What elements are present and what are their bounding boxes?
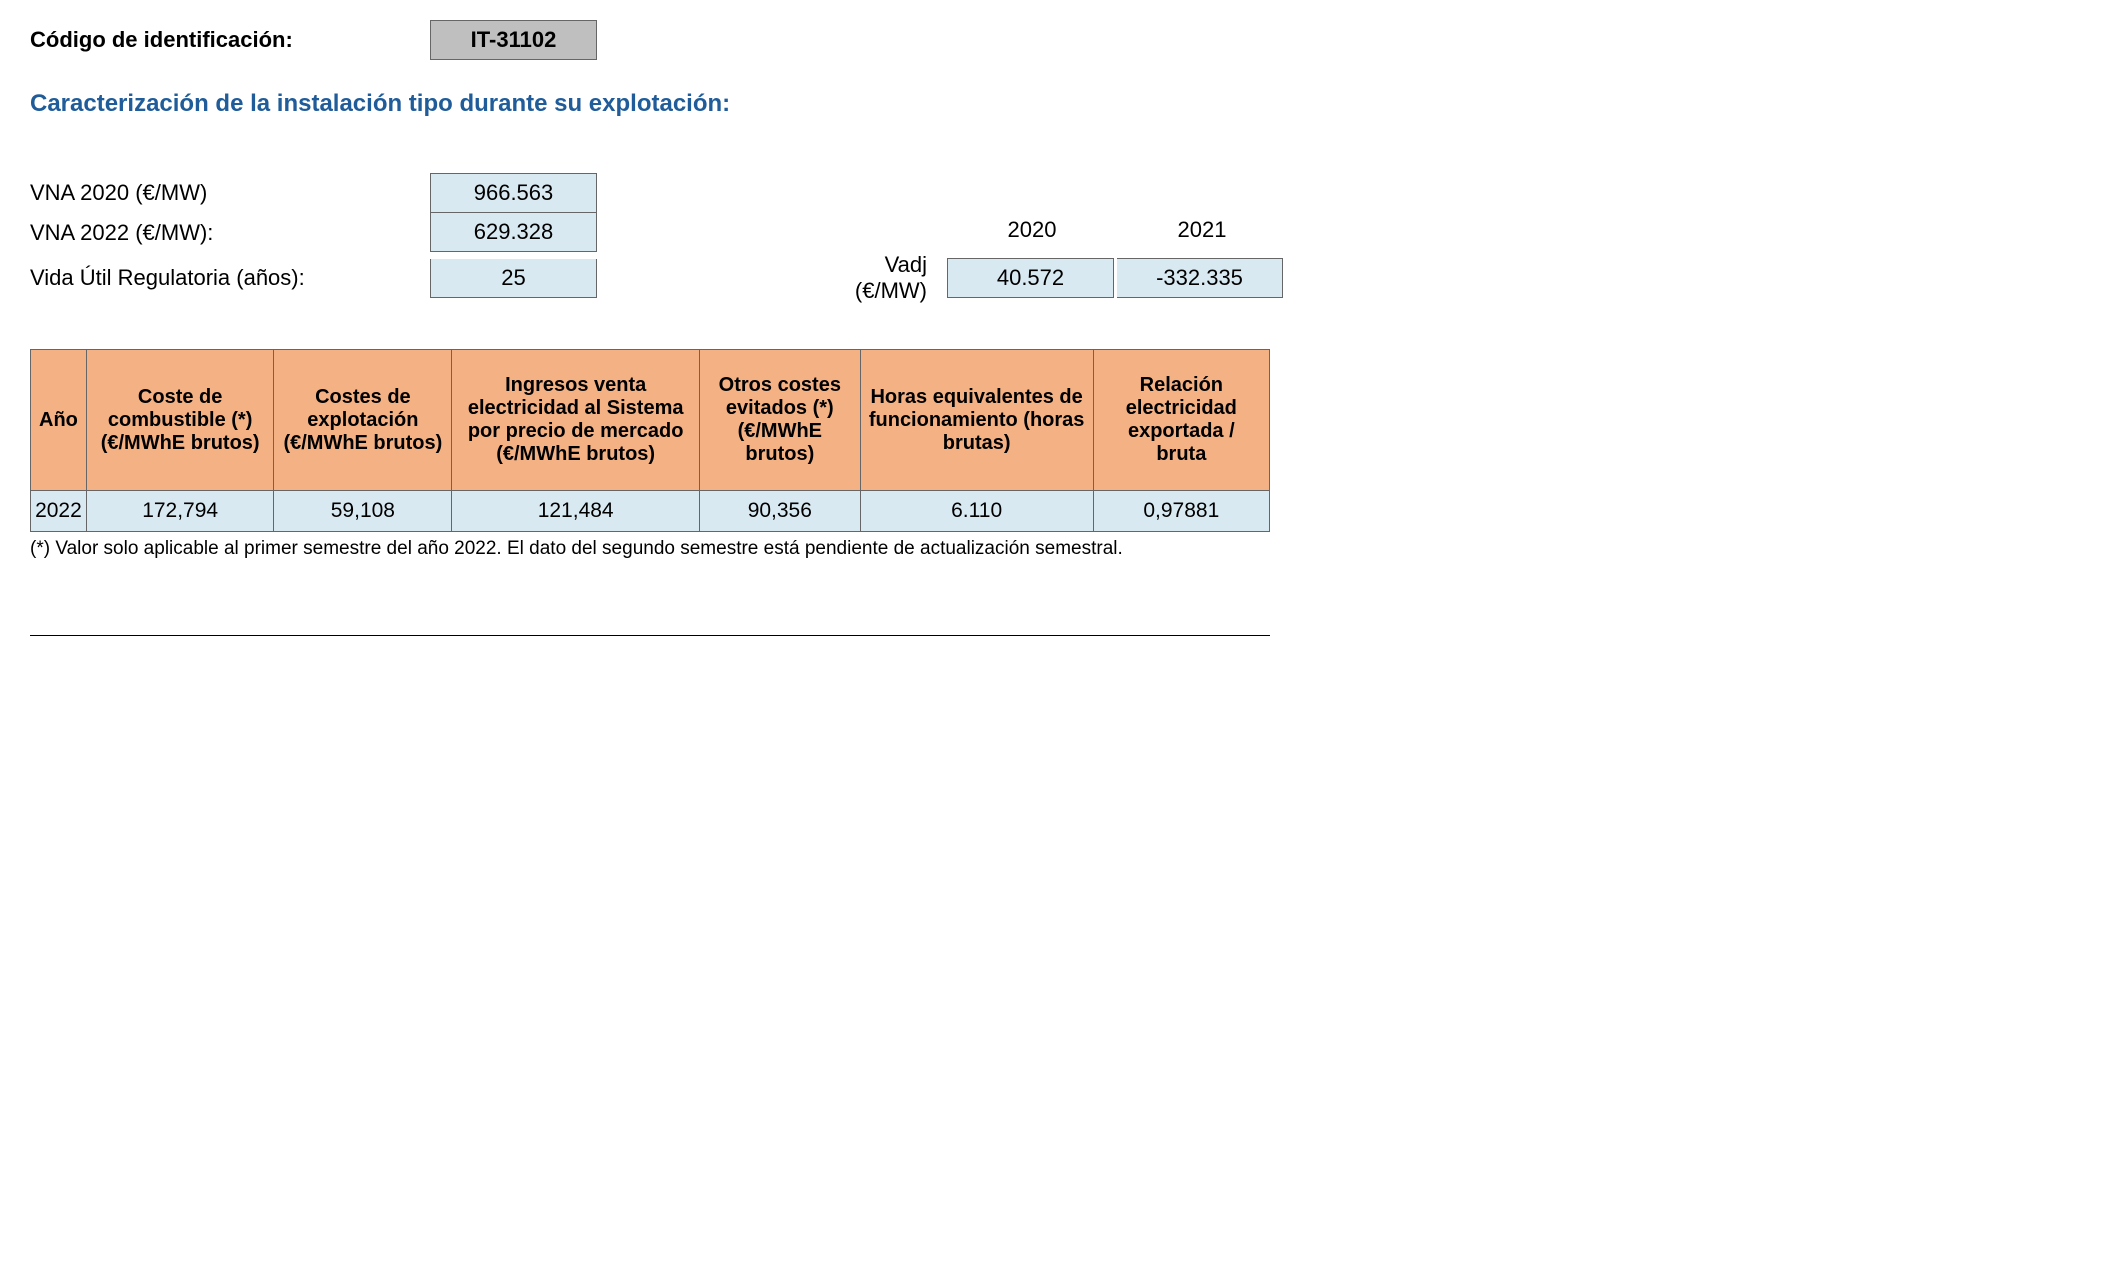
vadj-label: Vadj (€/MW) — [827, 252, 947, 304]
vida-value: 25 — [430, 259, 597, 298]
col-header: Año — [31, 350, 87, 491]
vadj-year-b: 2021 — [1117, 217, 1287, 249]
col-header: Relación electricidad exportada / bruta — [1093, 350, 1269, 491]
cell: 121,484 — [452, 491, 700, 532]
vna2020-label: VNA 2020 (€/MW) — [30, 180, 430, 206]
cell: 172,794 — [86, 491, 274, 532]
data-table: Año Coste de combustible (*) (€/MWhE bru… — [30, 349, 1270, 532]
col-header: Horas equivalentes de funcionamiento (ho… — [860, 350, 1093, 491]
table-row: 2022 172,794 59,108 121,484 90,356 6.110… — [31, 491, 1270, 532]
vida-label: Vida Útil Regulatoria (años): — [30, 265, 430, 291]
cell: 0,97881 — [1093, 491, 1269, 532]
table-header-row: Año Coste de combustible (*) (€/MWhE bru… — [31, 350, 1270, 491]
separator-line — [30, 635, 1270, 636]
col-header: Costes de explotación (€/MWhE brutos) — [274, 350, 452, 491]
vna2022-value: 629.328 — [430, 213, 597, 252]
vna2020-value: 966.563 — [430, 173, 597, 213]
cell: 90,356 — [699, 491, 860, 532]
cell: 6.110 — [860, 491, 1093, 532]
vadj-value-a: 40.572 — [947, 258, 1114, 298]
vna2022-label: VNA 2022 (€/MW): — [30, 220, 430, 246]
section-title: Caracterización de la instalación tipo d… — [30, 90, 2096, 118]
col-header: Otros costes evitados (*) (€/MWhE brutos… — [699, 350, 860, 491]
col-header: Coste de combustible (*) (€/MWhE brutos) — [86, 350, 274, 491]
vadj-year-a: 2020 — [947, 217, 1117, 249]
footnote: (*) Valor solo aplicable al primer semes… — [30, 538, 2096, 560]
vadj-value-b: -332.335 — [1117, 258, 1283, 298]
col-header: Ingresos venta electricidad al Sistema p… — [452, 350, 700, 491]
code-label: Código de identificación: — [30, 27, 430, 53]
code-value: IT-31102 — [430, 20, 597, 60]
cell: 2022 — [31, 491, 87, 532]
cell: 59,108 — [274, 491, 452, 532]
